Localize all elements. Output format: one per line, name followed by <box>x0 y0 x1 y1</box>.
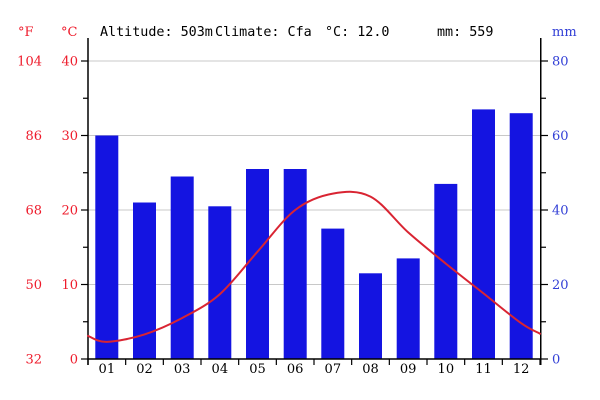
celsius-tick-label: 30 <box>61 129 78 144</box>
header-total-precip: mm: 559 <box>437 25 494 40</box>
celsius-tick-label: 20 <box>61 204 78 219</box>
mm-tick-label: 60 <box>552 129 569 144</box>
precip-bar-08 <box>359 273 382 359</box>
precip-bar-02 <box>133 202 156 359</box>
celsius-tick-label: 0 <box>70 353 78 368</box>
month-label: 09 <box>400 362 417 377</box>
fahrenheit-axis-title: °F <box>18 25 34 40</box>
fahrenheit-tick-label: 32 <box>25 353 42 368</box>
mm-tick-label: 40 <box>552 204 569 219</box>
mm-axis-title: mm <box>552 25 577 40</box>
month-label: 07 <box>325 362 342 377</box>
celsius-tick-label: 10 <box>61 278 78 293</box>
month-label: 05 <box>249 362 266 377</box>
header-mean-temp: °C: 12.0 <box>325 25 390 40</box>
month-label: 06 <box>287 362 304 377</box>
month-label: 10 <box>438 362 455 377</box>
mm-tick-label: 80 <box>552 55 569 70</box>
precip-bar-06 <box>283 169 307 359</box>
precip-bar-01 <box>95 135 119 359</box>
month-label: 04 <box>212 362 229 377</box>
precip-bar-05 <box>246 169 269 359</box>
month-label: 08 <box>362 362 379 377</box>
month-label: 03 <box>174 362 191 377</box>
precip-bar-10 <box>434 183 458 359</box>
header-altitude: Altitude: 503m <box>100 25 213 40</box>
month-label: 11 <box>475 362 492 377</box>
fahrenheit-tick-label: 86 <box>25 129 42 144</box>
mm-tick-label: 0 <box>552 353 560 368</box>
month-label: 12 <box>513 362 530 377</box>
celsius-axis-title: °C <box>61 25 78 40</box>
header-climate: Climate: Cfa <box>215 25 312 40</box>
mm-tick-label: 20 <box>552 278 569 293</box>
precip-bar-04 <box>208 206 232 359</box>
precip-bar-11 <box>472 109 495 360</box>
month-label: 02 <box>136 362 153 377</box>
temperature-line <box>87 190 541 343</box>
precip-bar-07 <box>321 228 345 359</box>
celsius-tick-label: 40 <box>61 55 78 70</box>
fahrenheit-tick-label: 68 <box>25 204 42 219</box>
precip-bar-12 <box>509 113 533 359</box>
precip-bar-09 <box>396 258 420 359</box>
precip-bar-03 <box>170 176 194 359</box>
month-label: 01 <box>99 362 116 377</box>
fahrenheit-tick-label: 50 <box>25 278 42 293</box>
fahrenheit-tick-label: 104 <box>17 55 42 70</box>
